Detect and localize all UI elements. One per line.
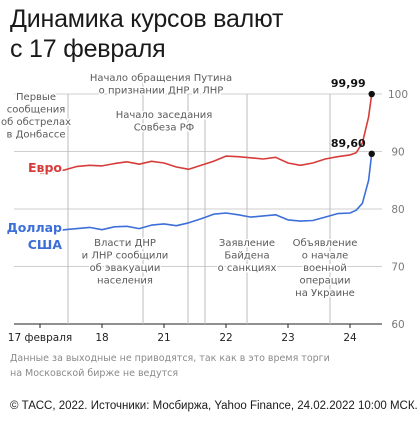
x-tick-label: 17 февраля [8, 332, 72, 344]
event-annotation-line: и ЛНР сообщили [82, 251, 169, 262]
event-annotation-line: о санкциях [218, 263, 277, 274]
series-end-point [368, 150, 375, 157]
event-annotation-line: в Донбассе [7, 130, 66, 141]
x-tick-label: 22 [219, 332, 232, 344]
event-annotation-line: Заявление [219, 238, 275, 249]
series-end-value-label: 89,60 [331, 137, 366, 150]
y-tick-label: 60 [391, 319, 404, 331]
event-annotation: Объявление о начале военной операции на Укра… [293, 238, 358, 299]
event-annotation-line: Начало заседания [116, 110, 213, 121]
event-markers [67, 78, 331, 324]
event-annotation-line: Начало обращения Путина [90, 73, 232, 84]
y-tick-label: 100 [388, 89, 408, 101]
event-annotation-line: об эвакуации [90, 263, 161, 274]
series-name-label: США [28, 237, 63, 252]
event-annotation-line: операции [299, 276, 350, 287]
series-lines [39, 90, 375, 234]
event-annotation-line: Первые [16, 92, 56, 103]
event-annotation-line: о признании ДНР и ЛНР [99, 86, 224, 97]
series-line [39, 153, 373, 234]
note-line-2: на Московской бирже не ведутся [10, 368, 179, 379]
chart-title: Динамика курсов валют с 17 февраля [10, 4, 410, 64]
event-annotation: Начало заседания Совбеза РФ [116, 110, 213, 134]
event-annotation-line: Совбеза РФ [134, 123, 195, 134]
series-line [39, 93, 373, 175]
event-annotation-line: о начале [302, 251, 349, 262]
labels: 60 70 80 90 100 17 февраля 18 21 22 23 24 Первые соо… [0, 72, 408, 345]
source-credit: © ТАСС, 2022. Источники: Мосбиржа, Yahoo… [10, 400, 418, 412]
event-annotation-line: населения [97, 276, 153, 287]
series-end-value-label: 99,99 [331, 77, 366, 90]
y-tick-label: 80 [391, 204, 404, 216]
event-annotation-line: Власти ДНР [94, 238, 156, 249]
exchange-rate-chart: 60 70 80 90 100 17 февраля 18 21 22 23 24 Первые соо… [0, 72, 408, 345]
title-line-1: Динамика курсов валют [10, 5, 284, 33]
x-tick-label: 23 [281, 332, 294, 344]
x-tick-label: 18 [95, 332, 108, 344]
event-annotation-line: военной [303, 263, 347, 274]
event-annotation: Первые сообщения об обстрелах в Донбассе [1, 92, 71, 141]
y-tick-label: 70 [391, 262, 404, 274]
series-end-point [368, 90, 375, 98]
series-name-label: Доллар [7, 220, 62, 235]
y-tick-label: 90 [391, 147, 404, 159]
event-annotation-line: об обстрелах [1, 117, 71, 128]
event-annotation-line: сообщения [7, 105, 66, 116]
x-tick-label: 21 [157, 332, 170, 344]
weekend-note: Данные за выходные не приводятся, так ка… [10, 351, 410, 381]
title-line-2: с 17 февраля [10, 35, 166, 63]
event-annotation: Начало обращения Путина о признании ДНР и… [90, 73, 232, 97]
event-annotation: Власти ДНР и ЛНР сообщили об эвакуации насе… [82, 238, 169, 287]
event-annotation: Заявление Байдена о санкциях [218, 238, 277, 274]
series-name-label: Евро [28, 160, 62, 175]
event-annotation-line: Объявление [293, 238, 358, 249]
grid [14, 93, 382, 328]
note-line-1: Данные за выходные не приводятся, так ка… [10, 353, 330, 364]
x-tick-label: 24 [343, 332, 357, 344]
event-annotation-line: Байдена [224, 251, 269, 262]
event-annotation-line: на Украине [295, 288, 355, 299]
